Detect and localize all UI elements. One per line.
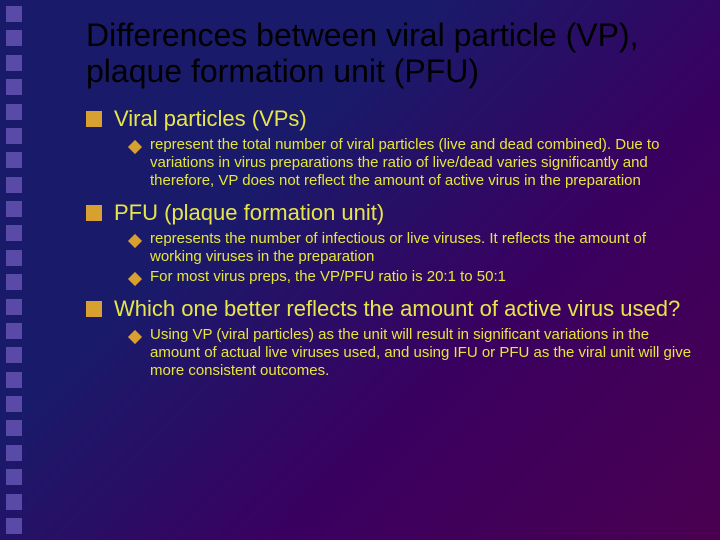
sub-item: represent the total number of viral part…	[130, 136, 696, 190]
sub-item: Using VP (viral particles) as the unit w…	[130, 326, 696, 380]
side-square-icon	[6, 518, 22, 534]
side-square-icon	[6, 445, 22, 461]
side-square-icon	[6, 323, 22, 339]
section-head: Viral particles (VPs)	[86, 106, 696, 132]
section-title: PFU (plaque formation unit)	[114, 200, 384, 226]
side-square-icon	[6, 55, 22, 71]
section-head: PFU (plaque formation unit)	[86, 200, 696, 226]
sub-text: Using VP (viral particles) as the unit w…	[150, 326, 696, 380]
section-head: Which one better reflects the amount of …	[86, 296, 696, 322]
side-square-icon	[6, 274, 22, 290]
sub-text: represent the total number of viral part…	[150, 136, 696, 190]
side-square-icon	[6, 79, 22, 95]
section-question: Which one better reflects the amount of …	[86, 296, 696, 380]
diamond-bullet-icon	[128, 140, 142, 154]
side-square-icon	[6, 469, 22, 485]
section-title: Viral particles (VPs)	[114, 106, 307, 132]
square-bullet-icon	[86, 111, 102, 127]
diamond-bullet-icon	[128, 330, 142, 344]
section-title: Which one better reflects the amount of …	[114, 296, 680, 322]
side-square-icon	[6, 104, 22, 120]
side-square-icon	[6, 250, 22, 266]
side-square-icon	[6, 152, 22, 168]
side-square-icon	[6, 396, 22, 412]
sub-item: For most virus preps, the VP/PFU ratio i…	[130, 268, 696, 286]
diamond-bullet-icon	[128, 272, 142, 286]
side-square-icon	[6, 494, 22, 510]
side-square-icon	[6, 128, 22, 144]
diamond-bullet-icon	[128, 234, 142, 248]
side-square-icon	[6, 201, 22, 217]
slide-content: Differences between viral particle (VP),…	[86, 18, 696, 528]
square-bullet-icon	[86, 205, 102, 221]
side-square-icon	[6, 372, 22, 388]
side-square-icon	[6, 30, 22, 46]
sub-text: represents the number of infectious or l…	[150, 230, 696, 266]
sub-text: For most virus preps, the VP/PFU ratio i…	[150, 268, 506, 286]
decorative-side-squares	[0, 0, 40, 540]
section-pfu: PFU (plaque formation unit) represents t…	[86, 200, 696, 286]
side-square-icon	[6, 299, 22, 315]
side-square-icon	[6, 420, 22, 436]
side-square-icon	[6, 225, 22, 241]
side-square-icon	[6, 177, 22, 193]
section-vp: Viral particles (VPs) represent the tota…	[86, 106, 696, 190]
side-square-icon	[6, 6, 22, 22]
side-square-icon	[6, 347, 22, 363]
slide-title: Differences between viral particle (VP),…	[86, 18, 696, 90]
sub-item: represents the number of infectious or l…	[130, 230, 696, 266]
square-bullet-icon	[86, 301, 102, 317]
